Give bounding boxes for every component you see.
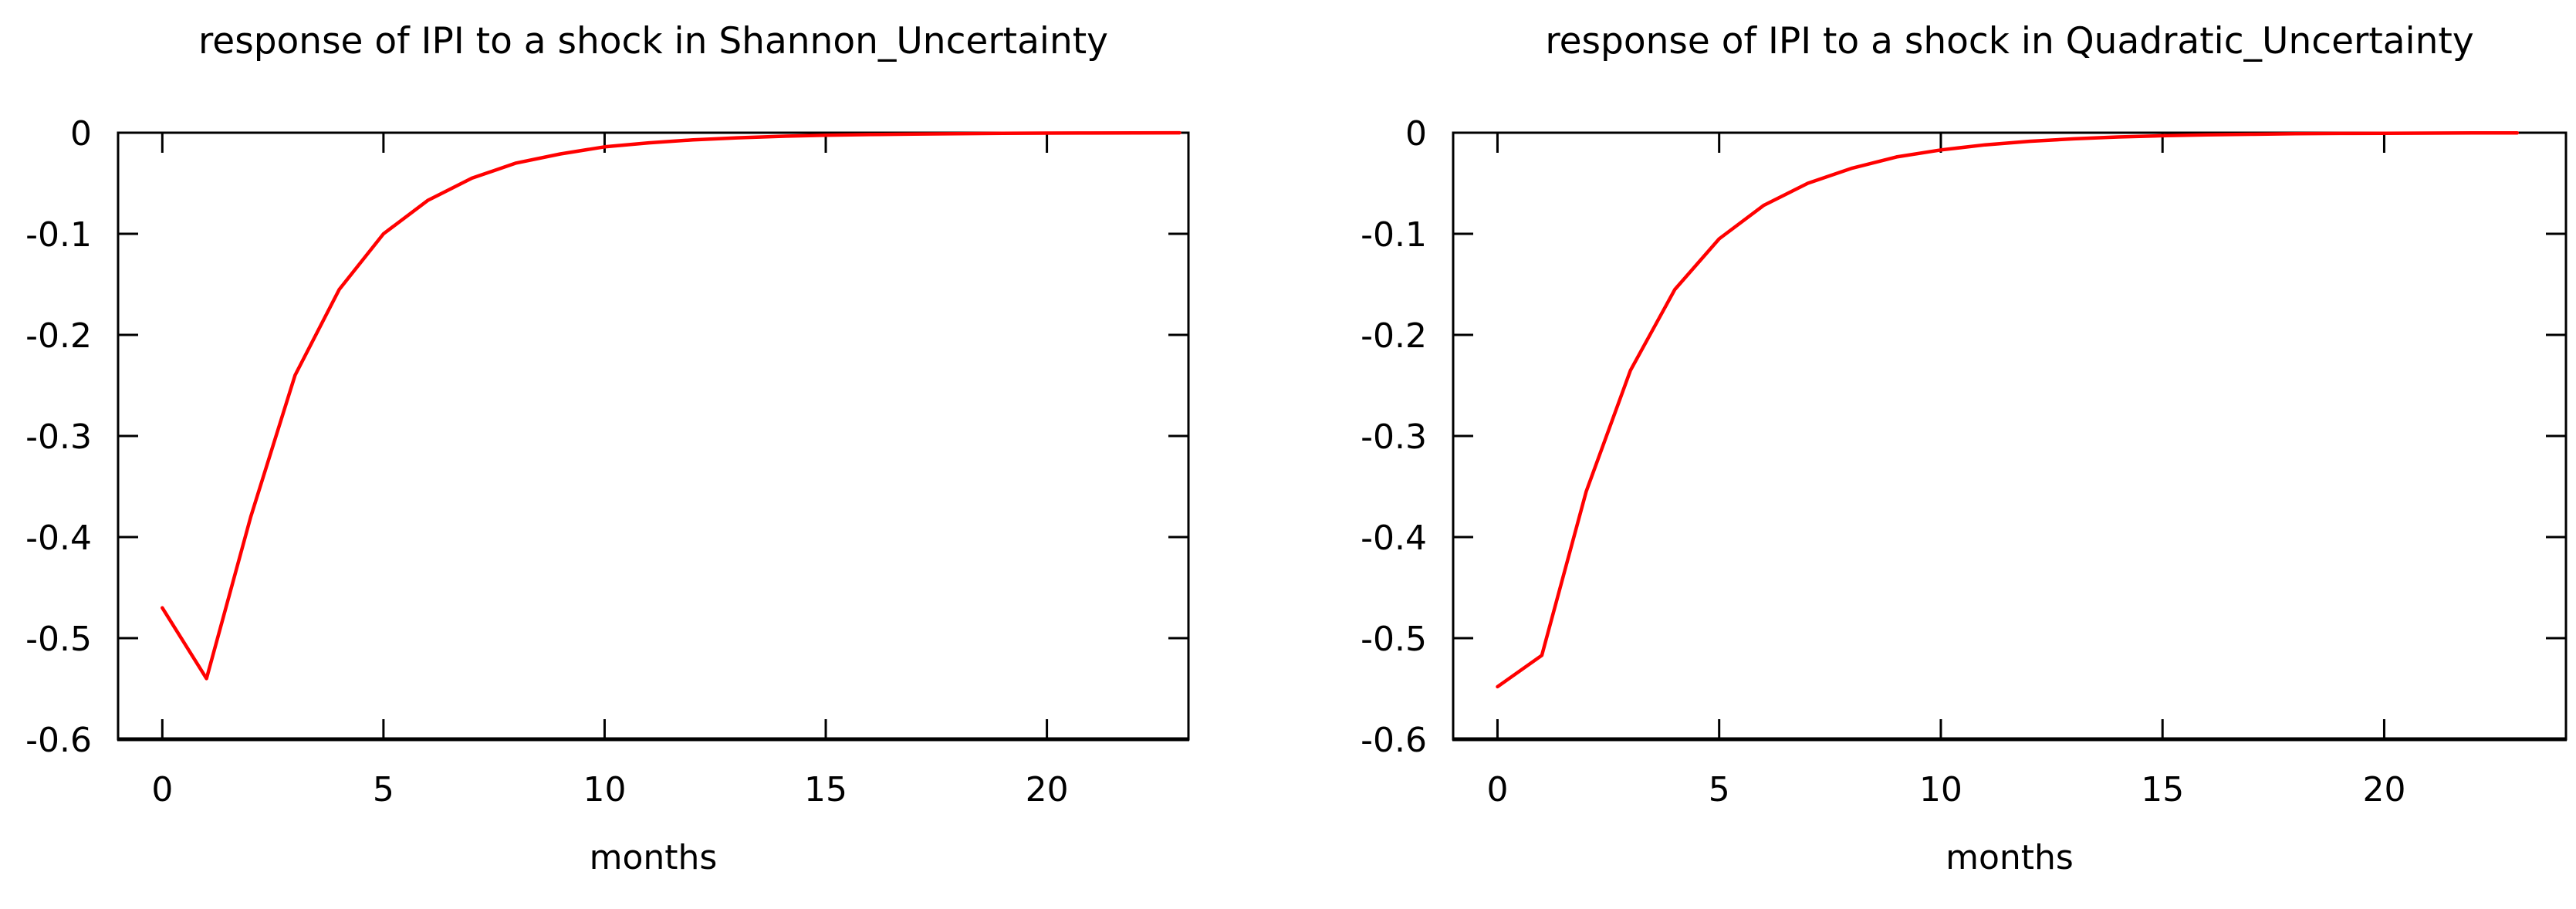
x-tick-label: 20 bbox=[2362, 770, 2405, 809]
y-tick-label: 0 bbox=[70, 114, 92, 154]
y-tick-label: -0.4 bbox=[1361, 519, 1427, 558]
chart-title-quadratic: response of IPI to a shock in Quadratic_… bbox=[1545, 20, 2474, 63]
y-tick-label: -0.1 bbox=[1361, 215, 1427, 255]
chart-title-shannon: response of IPI to a shock in Shannon_Un… bbox=[198, 20, 1108, 63]
y-tick-label: -0.2 bbox=[25, 316, 92, 356]
x-tick-label: 10 bbox=[583, 770, 626, 809]
irf-line bbox=[1496, 131, 2520, 689]
y-tick-label: -0.3 bbox=[25, 417, 92, 457]
y-tick-label: -0.6 bbox=[1361, 721, 1427, 760]
x-tick-label: 10 bbox=[1919, 770, 1962, 809]
x-tick-label: 20 bbox=[1026, 770, 1069, 809]
y-tick-label: -0.5 bbox=[25, 620, 92, 659]
x-tick-label: 0 bbox=[151, 770, 173, 809]
y-tick-label: 0 bbox=[1405, 114, 1427, 154]
x-tick-label: 5 bbox=[373, 770, 394, 809]
plot-border bbox=[1452, 131, 2568, 741]
y-tick-label: -0.3 bbox=[1361, 417, 1427, 457]
y-tick-label: -0.6 bbox=[25, 721, 92, 760]
y-tick-label: -0.4 bbox=[25, 519, 92, 558]
x-tick-label: 15 bbox=[2141, 770, 2184, 809]
x-axis-label-quadratic: months bbox=[1946, 838, 2074, 877]
x-tick-label: 15 bbox=[804, 770, 847, 809]
x-axis-label-shannon: months bbox=[589, 838, 718, 877]
x-tick-label: 5 bbox=[1709, 770, 1730, 809]
irf-line bbox=[161, 130, 1182, 681]
y-tick-label: -0.5 bbox=[1361, 620, 1427, 659]
y-tick-label: -0.1 bbox=[25, 215, 92, 255]
x-tick-label: 0 bbox=[1486, 770, 1508, 809]
y-tick-label: -0.2 bbox=[1361, 316, 1427, 356]
